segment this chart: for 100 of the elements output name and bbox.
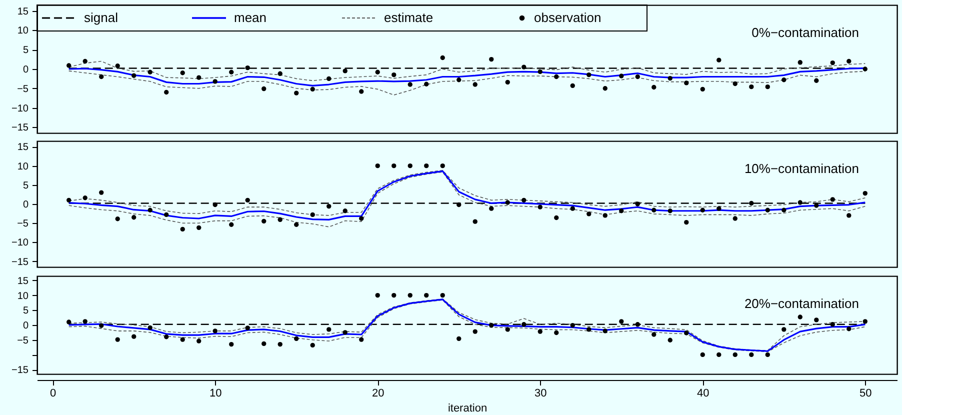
text: 0%−contamination xyxy=(752,25,859,40)
point xyxy=(392,163,396,168)
point xyxy=(765,208,770,212)
y-tick-label: 10 xyxy=(17,290,29,302)
point xyxy=(212,202,218,208)
y-tick-label: 10 xyxy=(17,161,29,172)
point xyxy=(99,190,104,195)
point xyxy=(424,292,429,298)
point xyxy=(262,341,266,346)
y-tick-label: 0 xyxy=(22,64,29,76)
point xyxy=(408,82,412,87)
point xyxy=(132,334,136,339)
point xyxy=(684,80,689,86)
point xyxy=(700,352,705,358)
point xyxy=(148,325,152,330)
point xyxy=(570,322,575,328)
point xyxy=(505,80,510,85)
point xyxy=(505,200,510,205)
point xyxy=(245,326,250,330)
point xyxy=(82,58,88,64)
point xyxy=(326,204,332,209)
text: 10%−contamination xyxy=(744,161,859,176)
point xyxy=(586,72,592,78)
y-tick-label: −10 xyxy=(12,238,29,249)
point xyxy=(732,216,738,221)
point xyxy=(830,197,835,202)
y-tick-label: 5 xyxy=(22,180,29,192)
x-tick-label: 10 xyxy=(209,388,222,400)
point xyxy=(180,226,185,232)
point xyxy=(375,163,380,168)
point xyxy=(668,208,672,214)
point xyxy=(115,216,120,222)
y-tick-label: 5 xyxy=(22,45,29,56)
point xyxy=(846,58,852,64)
point xyxy=(684,220,689,225)
point xyxy=(196,338,202,344)
point xyxy=(570,206,575,211)
point xyxy=(440,292,445,298)
point xyxy=(782,78,786,82)
y-tick-label: −15 xyxy=(12,365,29,376)
y-tick-label: 15 xyxy=(17,6,29,18)
point xyxy=(538,69,542,74)
point xyxy=(342,68,348,74)
point xyxy=(294,222,299,227)
point xyxy=(862,319,868,324)
point xyxy=(716,58,722,62)
point xyxy=(148,70,152,74)
point xyxy=(132,215,136,220)
y-tick-label: −5 xyxy=(17,218,29,230)
x-tick-label: 0 xyxy=(50,388,56,400)
point xyxy=(326,76,332,82)
point xyxy=(765,352,770,358)
point xyxy=(342,208,348,214)
y-tick-label: 10 xyxy=(17,26,29,37)
point xyxy=(489,56,494,62)
point xyxy=(278,217,282,222)
point xyxy=(66,63,72,68)
point xyxy=(359,337,364,342)
x-tick-label: 20 xyxy=(372,388,384,400)
point xyxy=(440,163,445,168)
x-tick-label: 40 xyxy=(697,388,710,400)
point xyxy=(619,208,624,214)
point xyxy=(408,163,412,168)
point xyxy=(798,60,802,65)
y-tick-label: 15 xyxy=(17,142,29,154)
point xyxy=(196,75,202,80)
point xyxy=(82,319,88,324)
point xyxy=(798,314,802,320)
point xyxy=(700,86,705,92)
point xyxy=(310,86,315,92)
point xyxy=(749,352,754,358)
point xyxy=(164,334,169,340)
legend-label: mean xyxy=(234,10,267,25)
x-tick-label: 30 xyxy=(534,388,547,400)
point xyxy=(472,329,478,334)
point xyxy=(392,292,396,298)
point xyxy=(554,330,559,336)
point xyxy=(732,81,738,86)
point xyxy=(814,318,819,322)
point xyxy=(635,74,640,80)
point xyxy=(798,200,802,205)
point xyxy=(180,337,185,342)
point xyxy=(245,65,250,70)
point xyxy=(278,71,282,76)
point xyxy=(359,216,364,221)
point xyxy=(99,74,104,80)
y-tick-label: 15 xyxy=(17,276,29,287)
point xyxy=(408,292,412,298)
point xyxy=(294,336,299,341)
point xyxy=(472,82,478,87)
point xyxy=(212,328,218,334)
point xyxy=(196,225,202,230)
point xyxy=(602,86,608,91)
point xyxy=(522,322,526,327)
point xyxy=(294,90,299,96)
point xyxy=(99,323,104,328)
point xyxy=(115,64,120,68)
point xyxy=(359,89,364,94)
point xyxy=(846,326,852,332)
y-tick-label: −5 xyxy=(17,84,29,95)
